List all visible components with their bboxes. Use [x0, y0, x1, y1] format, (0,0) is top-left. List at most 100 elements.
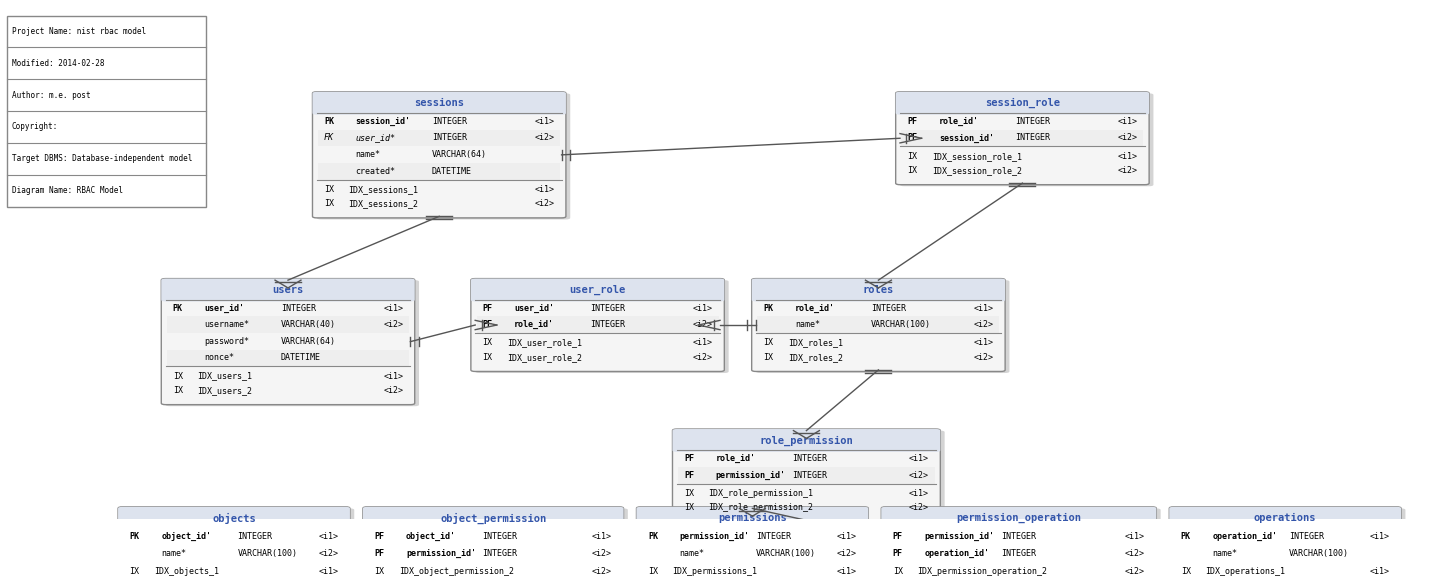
- Text: nonce*: nonce*: [204, 353, 235, 363]
- FancyBboxPatch shape: [471, 279, 724, 371]
- Text: user_id': user_id': [204, 304, 245, 313]
- Text: PK: PK: [648, 532, 658, 541]
- Text: PF: PF: [893, 532, 903, 541]
- Text: sessions: sessions: [415, 98, 464, 108]
- Text: PF: PF: [893, 548, 903, 558]
- Text: object_permission: object_permission: [441, 512, 546, 524]
- Text: IX: IX: [173, 386, 183, 395]
- Text: <i1>: <i1>: [534, 185, 554, 194]
- Text: DATETIME: DATETIME: [432, 167, 472, 175]
- FancyBboxPatch shape: [475, 280, 729, 373]
- Text: PK: PK: [324, 117, 334, 126]
- Text: name*: name*: [795, 320, 819, 329]
- FancyBboxPatch shape: [369, 545, 618, 561]
- Text: Target DBMS: Database-independent model: Target DBMS: Database-independent model: [12, 155, 192, 163]
- FancyBboxPatch shape: [896, 92, 1149, 185]
- Text: VARCHAR(100): VARCHAR(100): [756, 548, 816, 558]
- Text: Diagram Name: RBAC Model: Diagram Name: RBAC Model: [12, 186, 122, 195]
- Text: <i1>: <i1>: [534, 117, 554, 126]
- Text: PF: PF: [482, 320, 492, 329]
- Text: VARCHAR(100): VARCHAR(100): [871, 320, 932, 329]
- Text: operation_id': operation_id': [924, 548, 989, 558]
- Text: <i2>: <i2>: [318, 548, 338, 558]
- Text: IDX_sessions_2: IDX_sessions_2: [348, 199, 419, 209]
- Text: <i2>: <i2>: [1117, 166, 1138, 175]
- Text: INTEGER: INTEGER: [1001, 532, 1035, 541]
- Text: <i1>: <i1>: [909, 454, 929, 463]
- FancyBboxPatch shape: [363, 507, 624, 581]
- Text: INTEGER: INTEGER: [1015, 134, 1050, 142]
- Text: IX: IX: [907, 152, 917, 161]
- Text: VARCHAR(100): VARCHAR(100): [238, 548, 298, 558]
- Text: user_role: user_role: [569, 285, 626, 295]
- FancyBboxPatch shape: [161, 279, 415, 404]
- Text: role_id': role_id': [939, 117, 979, 126]
- FancyBboxPatch shape: [1175, 545, 1395, 561]
- FancyBboxPatch shape: [642, 545, 863, 561]
- FancyBboxPatch shape: [161, 279, 415, 302]
- FancyBboxPatch shape: [367, 508, 628, 581]
- Text: session_role: session_role: [985, 98, 1060, 109]
- Text: IDX_objects_1: IDX_objects_1: [154, 566, 219, 576]
- FancyBboxPatch shape: [887, 545, 1151, 561]
- Text: <i2>: <i2>: [1117, 134, 1138, 142]
- FancyBboxPatch shape: [1169, 507, 1401, 581]
- Text: operation_id': operation_id': [1212, 532, 1277, 541]
- Text: created*: created*: [356, 167, 396, 175]
- Text: IDX_sessions_1: IDX_sessions_1: [348, 185, 419, 194]
- Text: Modified: 2014-02-28: Modified: 2014-02-28: [12, 59, 104, 68]
- FancyBboxPatch shape: [881, 507, 1156, 530]
- Text: IDX_permissions_1: IDX_permissions_1: [672, 566, 757, 576]
- Text: Author: m.e. post: Author: m.e. post: [12, 91, 91, 100]
- Text: PF: PF: [482, 304, 492, 313]
- Text: name*: name*: [1212, 548, 1237, 558]
- FancyBboxPatch shape: [1174, 508, 1405, 581]
- FancyBboxPatch shape: [312, 92, 566, 114]
- FancyBboxPatch shape: [752, 279, 1005, 302]
- Text: <i1>: <i1>: [383, 304, 403, 313]
- Text: name*: name*: [356, 150, 380, 159]
- Text: PF: PF: [374, 532, 384, 541]
- FancyBboxPatch shape: [756, 280, 1009, 373]
- Text: <i2>: <i2>: [534, 134, 554, 142]
- Text: INTEGER: INTEGER: [1015, 117, 1050, 126]
- Text: PK: PK: [1181, 532, 1191, 541]
- Text: permission_id': permission_id': [680, 532, 750, 541]
- Text: INTEGER: INTEGER: [871, 304, 906, 313]
- Text: <i2>: <i2>: [592, 566, 612, 576]
- Text: IX: IX: [1181, 566, 1191, 576]
- Text: <i1>: <i1>: [837, 566, 857, 576]
- Text: <i1>: <i1>: [1369, 566, 1390, 576]
- Text: INTEGER: INTEGER: [756, 532, 791, 541]
- Text: IX: IX: [482, 353, 492, 362]
- FancyBboxPatch shape: [317, 94, 570, 220]
- Text: PF: PF: [684, 454, 694, 463]
- FancyBboxPatch shape: [881, 507, 1156, 581]
- Text: <i1>: <i1>: [837, 532, 857, 541]
- Text: users: users: [272, 285, 304, 295]
- FancyBboxPatch shape: [124, 545, 344, 561]
- Text: IDX_users_2: IDX_users_2: [197, 386, 252, 395]
- Text: user_id*: user_id*: [356, 134, 396, 142]
- Text: INTEGER: INTEGER: [432, 134, 467, 142]
- Text: name*: name*: [161, 548, 186, 558]
- Text: VARCHAR(100): VARCHAR(100): [1289, 548, 1349, 558]
- Text: <i2>: <i2>: [973, 320, 994, 329]
- Text: IDX_session_role_1: IDX_session_role_1: [932, 152, 1022, 161]
- FancyBboxPatch shape: [901, 130, 1143, 146]
- Text: VARCHAR(64): VARCHAR(64): [281, 337, 336, 346]
- Text: IDX_role_permission_1: IDX_role_permission_1: [708, 489, 814, 498]
- Bar: [7, 16, 206, 207]
- FancyBboxPatch shape: [636, 507, 868, 530]
- FancyBboxPatch shape: [900, 94, 1153, 187]
- Text: IX: IX: [893, 566, 903, 576]
- FancyBboxPatch shape: [641, 508, 873, 581]
- FancyBboxPatch shape: [672, 429, 940, 522]
- Text: <i2>: <i2>: [383, 386, 403, 395]
- FancyBboxPatch shape: [318, 163, 560, 180]
- Text: <i2>: <i2>: [1125, 566, 1145, 576]
- Text: <i1>: <i1>: [1369, 532, 1390, 541]
- Text: role_id': role_id': [514, 320, 554, 329]
- FancyBboxPatch shape: [677, 431, 945, 523]
- Text: IDX_roles_2: IDX_roles_2: [788, 353, 842, 362]
